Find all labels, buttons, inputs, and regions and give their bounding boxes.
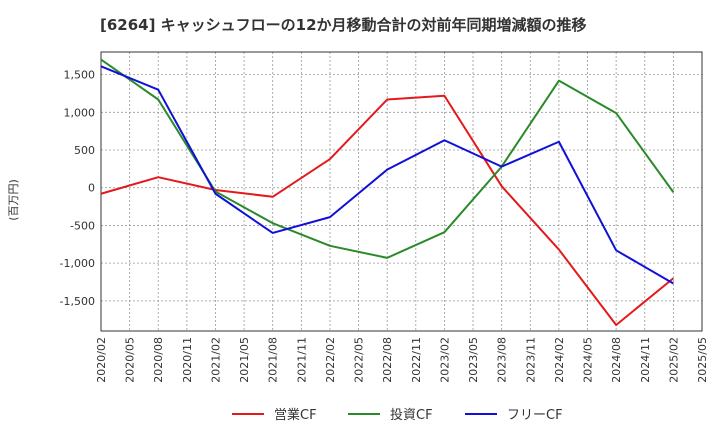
x-tick-label: 2024/05 [582,337,595,383]
series-line [100,94,675,326]
x-tick-label: 2024/11 [639,337,652,383]
x-tick-label: 2022/05 [353,337,366,383]
plot-frame [100,51,703,332]
y-tick-label: 1,000 [64,106,96,119]
x-tick-label: 2025/05 [696,337,709,383]
x-tick-label: 2021/11 [295,337,308,383]
x-tick-label: 2020/05 [124,337,137,383]
chart-title: [6264] キャッシュフローの12か月移動合計の対前年同期増減額の推移 [100,16,587,34]
y-tick-label: 0 [88,182,95,195]
y-tick-label: 1,500 [64,69,96,82]
x-tick-label: 2020/02 [95,337,108,383]
x-tick-label: 2024/08 [610,337,623,383]
x-tick-label: 2020/11 [181,337,194,383]
grid-layer [100,52,703,331]
y-axis-label: (百万円) [7,179,20,221]
x-tick-label: 2022/02 [324,337,337,383]
series-layer [100,58,675,326]
legend-label: 投資CF [390,407,433,423]
x-tick-label: 2025/02 [667,337,680,383]
x-tick-label: 2021/02 [209,337,222,383]
y-tick-label: 500 [74,144,95,157]
y-tick-label: -1,500 [60,295,95,308]
x-tick-label: 2020/08 [152,337,165,383]
axis-layer: 2020/02 2020/05 2020/08 2020/11 2021/02 2021/… [60,51,709,383]
x-tick-label: 2024/02 [553,337,566,383]
x-tick-label: 2023/11 [524,337,537,383]
x-tick-label: 2023/08 [496,337,509,383]
x-tick-label: 2021/05 [238,337,251,383]
x-tick-label: 2023/05 [467,337,480,383]
x-tick-label: 2022/11 [410,337,423,383]
legend-label: 営業CF [274,407,317,423]
y-tick-label: -500 [70,219,95,232]
legend: 営業CF 投資CF フリーCF [232,407,563,423]
legend-label: フリーCF [507,408,563,423]
y-tick-label: -1,000 [60,257,95,270]
x-tick-label: 2021/08 [267,337,280,383]
x-tick-label: 2023/02 [438,337,451,383]
x-tick-label: 2022/08 [381,337,394,383]
